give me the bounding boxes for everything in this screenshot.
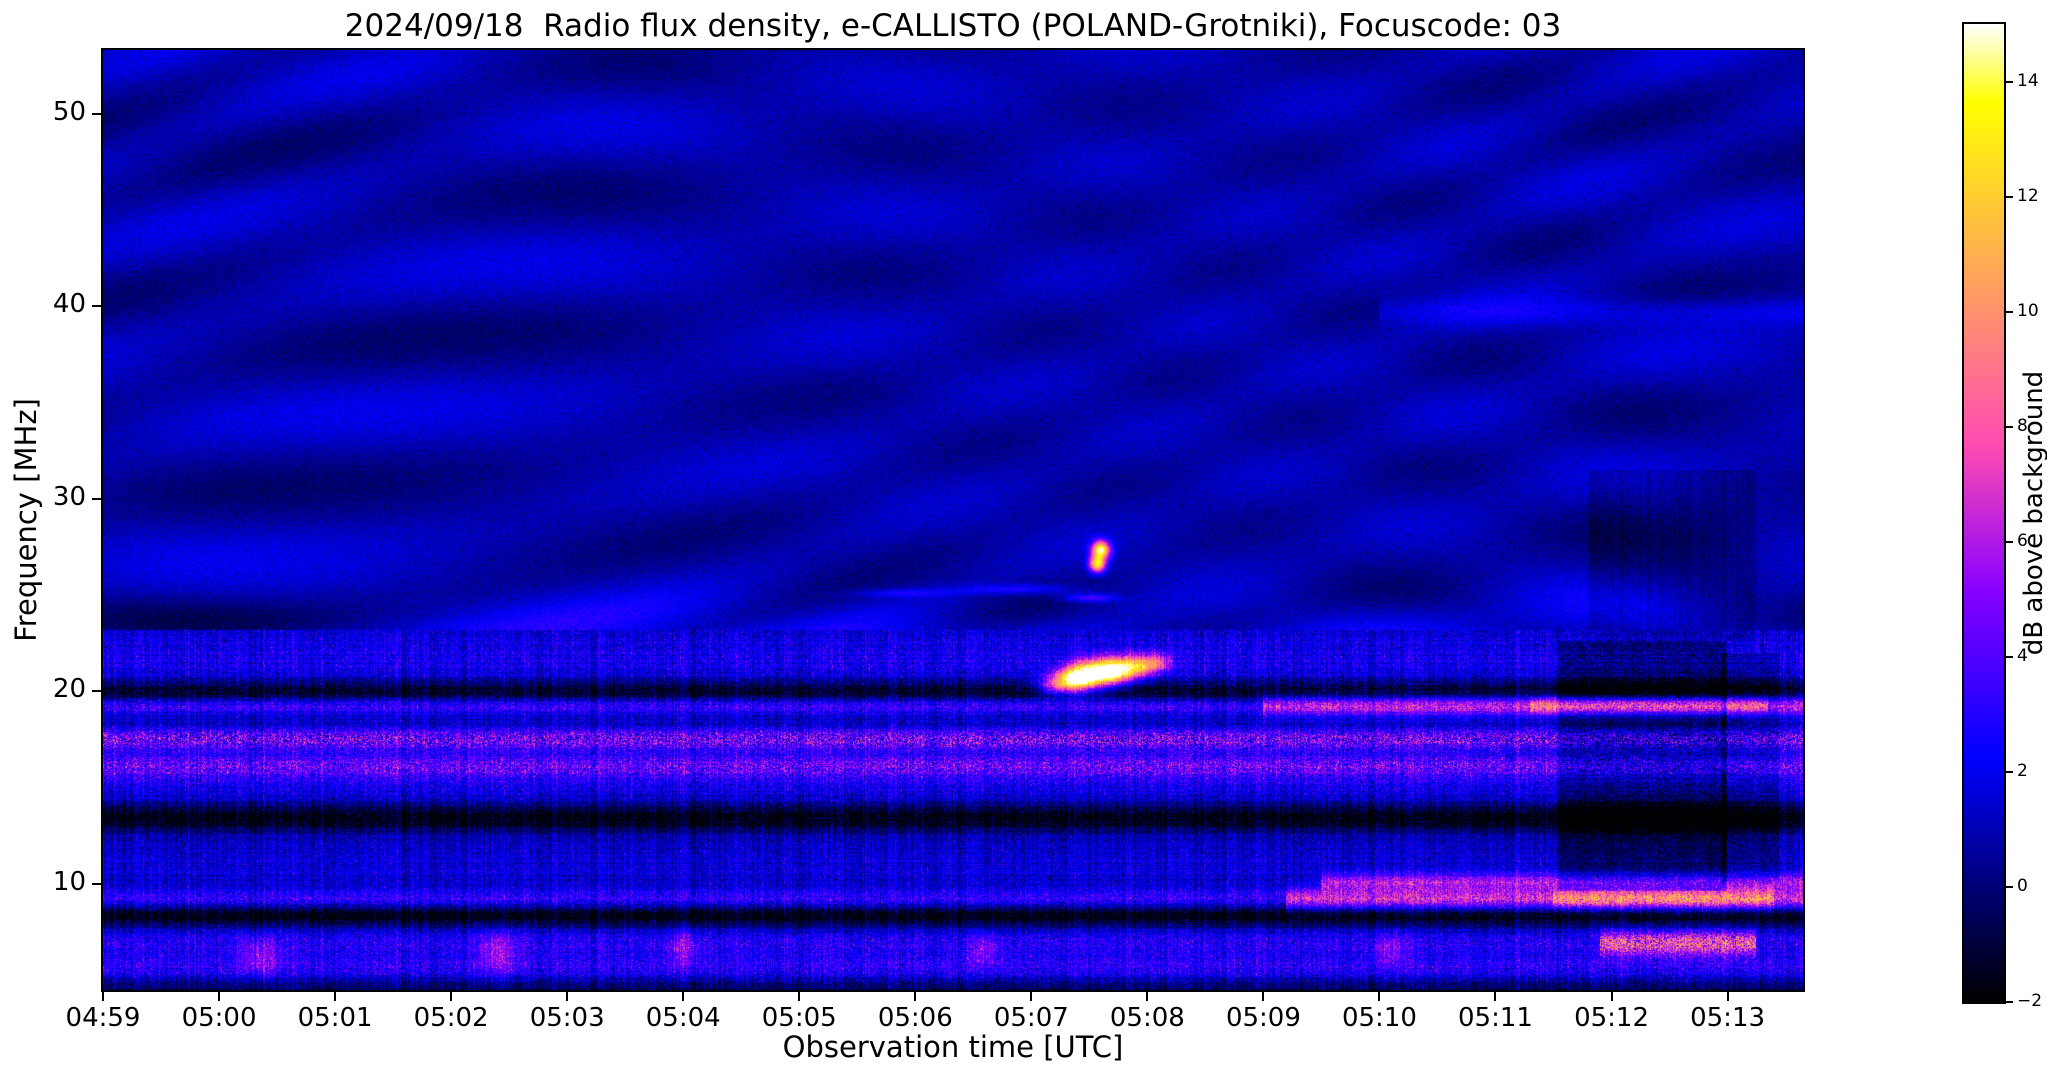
colorbar-tick-label: 14 (2017, 70, 2039, 91)
colorbar-tick-mark (2006, 655, 2013, 658)
y-tick-mark (92, 497, 101, 500)
x-axis-label: Observation time [UTC] (782, 1030, 1124, 1064)
colorbar-tick-label: 8 (2017, 415, 2028, 436)
x-tick-mark (334, 992, 337, 1001)
spectrogram-heatmap (103, 50, 1803, 990)
y-tick-mark (92, 883, 101, 886)
x-tick-mark (798, 992, 801, 1001)
colorbar-tick-label: 12 (2017, 185, 2039, 206)
colorbar-tick-label: 0 (2017, 875, 2028, 896)
y-tick-mark (92, 305, 101, 308)
x-tick-label: 05:00 (181, 1003, 257, 1033)
colorbar-tick-label: 10 (2017, 300, 2039, 321)
colorbar-tick-label: 2 (2017, 760, 2028, 781)
colorbar-tick-mark (2006, 770, 2013, 773)
x-tick-label: 05:02 (413, 1003, 489, 1033)
y-axis-label: Frequency [MHz] (9, 398, 43, 642)
y-tick-mark (92, 690, 101, 693)
colorbar-tick-mark (2006, 195, 2013, 198)
x-tick-mark (566, 992, 569, 1001)
x-tick-mark (1262, 992, 1265, 1001)
chart-title: 2024/09/18 Radio flux density, e-CALLIST… (344, 8, 1562, 44)
x-tick-label: 05:05 (761, 1003, 837, 1033)
colorbar-gradient (1964, 24, 2004, 1002)
x-tick-mark (1030, 992, 1033, 1001)
colorbar-tick-mark (2006, 1001, 2013, 1003)
x-tick-mark (102, 992, 104, 1001)
x-tick-label: 05:12 (1574, 1003, 1649, 1033)
y-tick-label: 50 (52, 96, 86, 127)
x-tick-label: 05:10 (1341, 1003, 1417, 1033)
x-tick-label: 05:06 (877, 1003, 953, 1033)
x-tick-mark (1378, 992, 1381, 1001)
x-tick-label: 04:59 (65, 1003, 141, 1033)
x-tick-label: 05:08 (1109, 1003, 1185, 1033)
colorbar-tick-label: 4 (2017, 645, 2028, 666)
y-tick-label: 40 (52, 289, 86, 320)
x-tick-mark (914, 992, 917, 1001)
colorbar-tick-mark (2006, 80, 2013, 83)
colorbar-tick-mark (2006, 885, 2013, 888)
x-tick-mark (1726, 992, 1729, 1001)
x-tick-label: 05:11 (1458, 1003, 1533, 1033)
x-tick-label: 05:03 (529, 1003, 605, 1033)
y-tick-label: 30 (52, 481, 86, 512)
x-tick-label: 05:09 (1225, 1003, 1301, 1033)
x-tick-mark (1610, 992, 1613, 1001)
colorbar-tick-label: 6 (2017, 530, 2028, 551)
x-tick-label: 05:13 (1690, 1003, 1766, 1033)
x-tick-mark (1494, 992, 1497, 1001)
y-tick-label: 10 (52, 867, 86, 898)
colorbar-tick-label: −2 (2017, 991, 2043, 1011)
x-tick-mark (1146, 992, 1149, 1001)
x-tick-mark (450, 992, 453, 1001)
x-tick-label: 05:01 (297, 1003, 373, 1033)
colorbar-tick-mark (2006, 310, 2013, 313)
x-tick-label: 05:07 (993, 1003, 1069, 1033)
x-tick-label: 05:04 (645, 1003, 721, 1033)
y-tick-mark (92, 112, 101, 115)
y-tick-label: 20 (52, 674, 86, 705)
colorbar-label: dB above background (2019, 370, 2047, 656)
colorbar-tick-mark (2006, 425, 2013, 428)
colorbar-tick-mark (2006, 540, 2013, 543)
x-tick-mark (218, 992, 221, 1001)
x-tick-mark (682, 992, 685, 1001)
